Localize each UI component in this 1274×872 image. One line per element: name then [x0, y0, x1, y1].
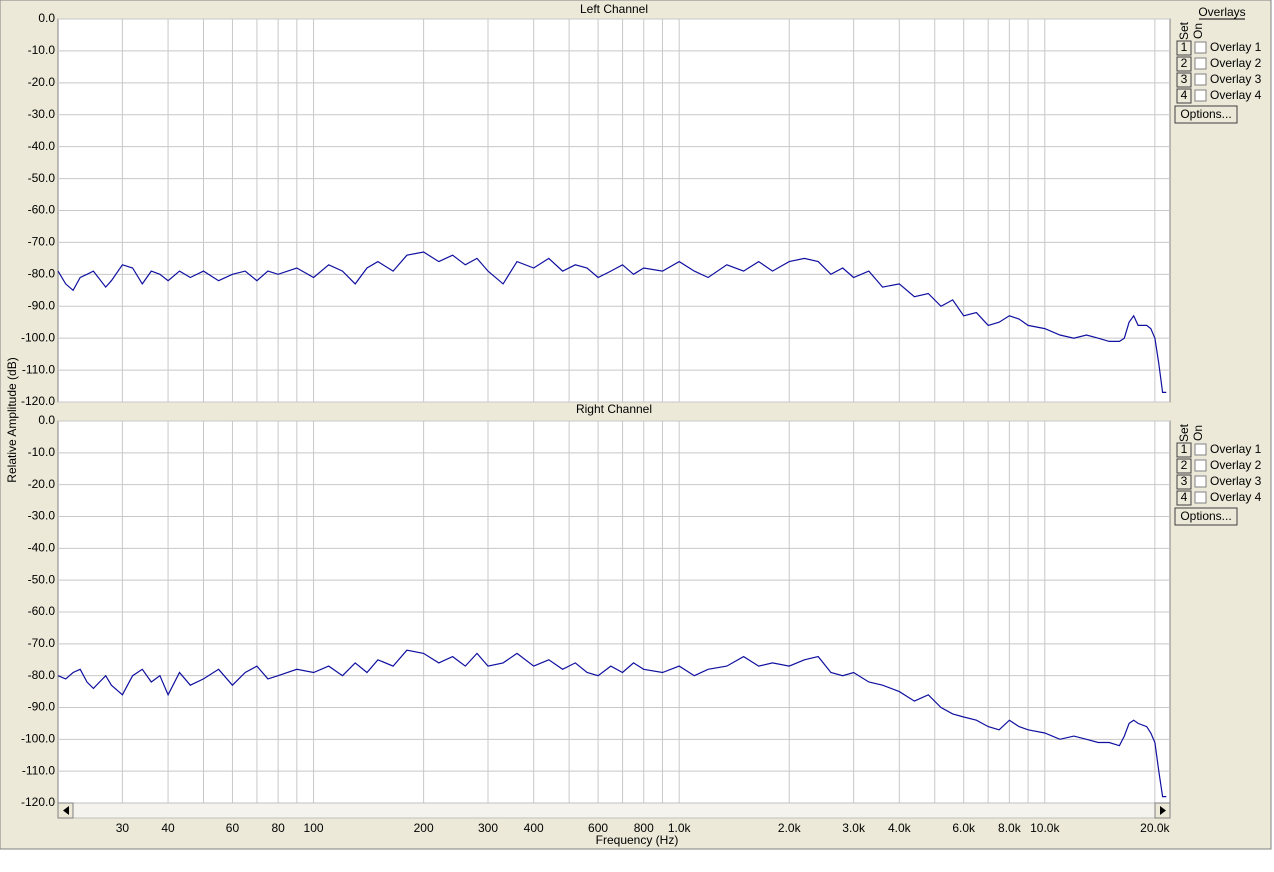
- overlays-title: Overlays: [1198, 5, 1245, 19]
- set-button[interactable]: [1176, 88, 1192, 104]
- y-tick-label: -30.0: [28, 107, 56, 121]
- x-tick-label: 10.0k: [1030, 821, 1060, 835]
- y-tick-label: -60.0: [28, 604, 56, 618]
- y-tick-label: -90.0: [28, 700, 56, 714]
- overlay-label: Overlay 1: [1210, 40, 1262, 54]
- chart-title: Left Channel: [580, 2, 648, 16]
- x-tick-label: 80: [271, 821, 285, 835]
- y-tick-label: -100.0: [21, 330, 55, 344]
- set-button[interactable]: [1176, 442, 1192, 458]
- x-tick-label: 30: [116, 821, 130, 835]
- arrow-left: [63, 806, 69, 815]
- x-tick-label: 200: [414, 821, 434, 835]
- y-tick-label: -70.0: [28, 235, 56, 249]
- y-tick-label: -110.0: [22, 362, 55, 376]
- y-tick-label: -20.0: [28, 75, 56, 89]
- y-tick-label: -30.0: [28, 509, 56, 523]
- set-button-label[interactable]: 3: [1181, 72, 1188, 86]
- x-tick-label: 100: [304, 821, 324, 835]
- y-tick-label: 0.0: [38, 413, 55, 427]
- x-tick-label: 300: [478, 821, 498, 835]
- options-button-label[interactable]: Options...: [1180, 509, 1231, 523]
- set-button[interactable]: [1176, 40, 1192, 56]
- x-tick-label: 20.0k: [1140, 821, 1170, 835]
- y-axis-label: Relative Amplitude (dB): [5, 357, 19, 482]
- x-tick-label: 8.0k: [998, 821, 1022, 835]
- arrow-right: [1160, 806, 1166, 815]
- overlay-checkbox[interactable]: [1194, 41, 1207, 54]
- x-axis-label: Frequency (Hz): [596, 833, 679, 847]
- set-button-label[interactable]: 4: [1181, 490, 1188, 504]
- y-tick-label: -120.0: [21, 394, 55, 408]
- set-button-label[interactable]: 2: [1181, 458, 1188, 472]
- y-tick-label: 0.0: [38, 11, 55, 25]
- on-label: On: [1191, 23, 1205, 39]
- set-button[interactable]: [1176, 474, 1192, 490]
- y-tick-label: -90.0: [28, 298, 56, 312]
- x-tick-label: 60: [226, 821, 240, 835]
- x-tick-label: 6.0k: [952, 821, 976, 835]
- y-tick-label: -80.0: [28, 668, 56, 682]
- options-button[interactable]: [1174, 105, 1238, 124]
- y-tick-label: -60.0: [28, 203, 56, 217]
- set-label: Set: [1177, 423, 1191, 442]
- overlay-checkbox[interactable]: [1194, 89, 1207, 102]
- overlay-checkbox[interactable]: [1194, 475, 1207, 488]
- set-button-label[interactable]: 1: [1181, 442, 1188, 456]
- y-tick-label: -40.0: [28, 139, 56, 153]
- chart-title: Right Channel: [576, 402, 652, 416]
- x-tick-label: 40: [161, 821, 175, 835]
- x-tick-label: 800: [634, 821, 654, 835]
- x-tick-label: 4.0k: [888, 821, 912, 835]
- y-tick-label: -10.0: [28, 43, 56, 57]
- y-tick-label: -80.0: [28, 267, 56, 281]
- scrollbar[interactable]: [57, 802, 1171, 819]
- set-button[interactable]: [1176, 72, 1192, 88]
- title-bar: [58, 404, 1170, 420]
- x-tick-label: 400: [524, 821, 544, 835]
- overlay-label: Overlay 1: [1210, 442, 1262, 456]
- x-tick-label: 1.0k: [668, 821, 692, 835]
- x-tick-label: 600: [588, 821, 608, 835]
- x-tick-label: 3.0k: [842, 821, 866, 835]
- overlay-label: Overlay 4: [1210, 88, 1262, 102]
- y-tick-label: -120.0: [21, 795, 55, 809]
- title-bar: [58, 2, 1170, 18]
- set-button-label[interactable]: 2: [1181, 56, 1188, 70]
- y-tick-label: -40.0: [28, 541, 56, 555]
- spectrum-line: [57, 649, 1167, 798]
- y-tick-label: -50.0: [28, 572, 56, 586]
- set-button[interactable]: [1176, 56, 1192, 72]
- x-tick-label: 2.0k: [778, 821, 802, 835]
- set-button-label[interactable]: 3: [1181, 474, 1188, 488]
- y-tick-label: -70.0: [28, 636, 56, 650]
- overlay-checkbox[interactable]: [1194, 443, 1207, 456]
- options-button-label[interactable]: Options...: [1180, 107, 1231, 121]
- overlay-checkbox[interactable]: [1194, 491, 1207, 504]
- options-button[interactable]: [1174, 507, 1238, 526]
- overlay-checkbox[interactable]: [1194, 459, 1207, 472]
- y-tick-label: -10.0: [28, 445, 56, 459]
- set-button-label[interactable]: 4: [1181, 88, 1188, 102]
- overlay-label: Overlay 3: [1210, 72, 1262, 86]
- spectrum-line: [57, 251, 1167, 393]
- set-button[interactable]: [1176, 458, 1192, 474]
- y-tick-label: -100.0: [21, 732, 55, 746]
- overlay-checkbox[interactable]: [1194, 73, 1207, 86]
- y-tick-label: -110.0: [22, 763, 55, 777]
- overlay-label: Overlay 4: [1210, 490, 1262, 504]
- overlay-checkbox[interactable]: [1194, 57, 1207, 70]
- overlay-label: Overlay 2: [1210, 458, 1262, 472]
- set-button[interactable]: [1176, 490, 1192, 506]
- overlay-label: Overlay 3: [1210, 474, 1262, 488]
- y-tick-label: -20.0: [28, 477, 56, 491]
- on-label: On: [1191, 425, 1205, 441]
- set-label: Set: [1177, 21, 1191, 40]
- set-button-label[interactable]: 1: [1181, 40, 1188, 54]
- y-tick-label: -50.0: [28, 171, 56, 185]
- overlay-label: Overlay 2: [1210, 56, 1262, 70]
